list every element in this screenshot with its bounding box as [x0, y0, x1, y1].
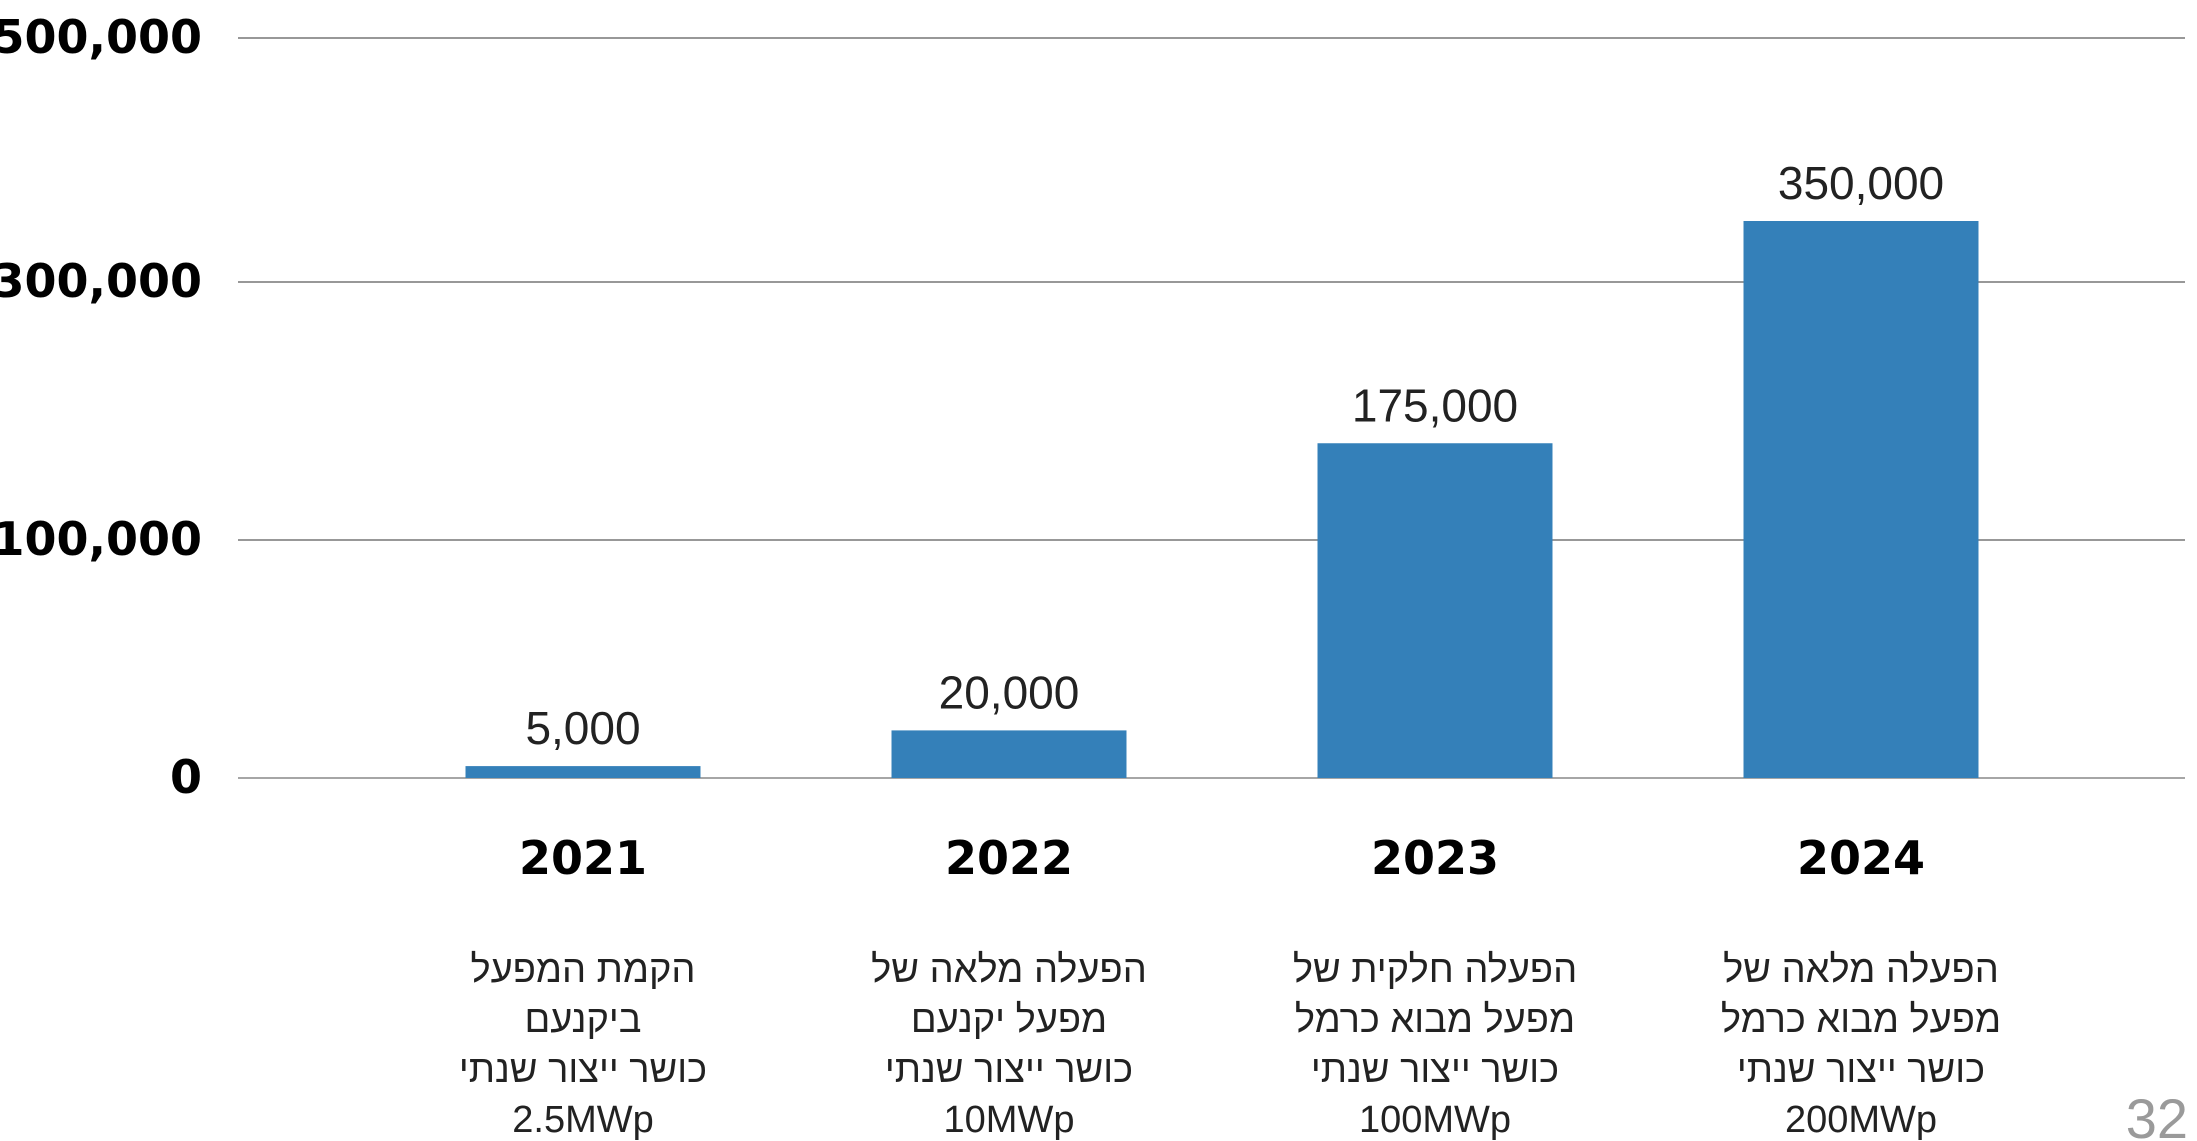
category-description-line: הפעלה מלאה של [871, 949, 1147, 991]
x-axis-categories: 2021 2022 2023 2024 [519, 831, 1925, 885]
y-tick-label: 500,000 [0, 10, 202, 64]
bar [891, 730, 1127, 778]
data-label: 20,000 [939, 666, 1080, 718]
x-category-label: 2021 [519, 831, 647, 885]
y-tick-label: 300,000 [0, 254, 202, 308]
data-label: 175,000 [1352, 379, 1518, 431]
category-description-line: ביקנעם [525, 999, 642, 1041]
x-category-label: 2023 [1371, 831, 1499, 885]
x-category-label: 2024 [1797, 831, 1925, 885]
category-description-line: מפעל יקנעם [911, 999, 1107, 1041]
category-description-line: כושר ייצור שנתי [885, 1049, 1133, 1091]
category-description-line: 100MWp [1359, 1099, 1511, 1141]
category-description-line: מפעל מבוא כרמל [1295, 999, 1575, 1041]
category-description-line: הפעלה מלאה של [1723, 949, 1999, 991]
data-label: 5,000 [525, 702, 640, 754]
bar [1317, 443, 1553, 778]
category-description-line: כושר ייצור שנתי [1311, 1049, 1559, 1091]
category-description-line: כושר ייצור שנתי [459, 1049, 707, 1091]
category-description-line: 10MWp [944, 1099, 1075, 1141]
page-number: 32 [2126, 1087, 2188, 1141]
y-tick-label: 100,000 [0, 512, 202, 566]
category-descriptions: הקמת המפעל ביקנעם כושר ייצור שנתי 2.5MWp הפע… [459, 949, 2001, 1141]
bar [465, 766, 701, 778]
category-description-line: הפעלה חלקית של [1293, 949, 1577, 991]
category-description-line: כושר ייצור שנתי [1737, 1049, 1985, 1091]
category-description-line: 200MWp [1785, 1099, 1937, 1141]
data-label: 350,000 [1778, 157, 1944, 209]
category-description-line: מפעל מבוא כרמל [1721, 999, 2001, 1041]
bars [465, 221, 1979, 778]
category-description-line: הקמת המפעל [470, 949, 695, 991]
category-description-line: 2.5MWp [512, 1099, 653, 1141]
y-tick-label: 0 [170, 750, 202, 804]
bar [1743, 221, 1979, 778]
x-category-label: 2022 [945, 831, 1073, 885]
value-labels: 5,000 20,000 175,000 350,000 [525, 157, 1944, 754]
y-axis-ticks: 0 100,000 300,000 500,000 [0, 10, 202, 804]
